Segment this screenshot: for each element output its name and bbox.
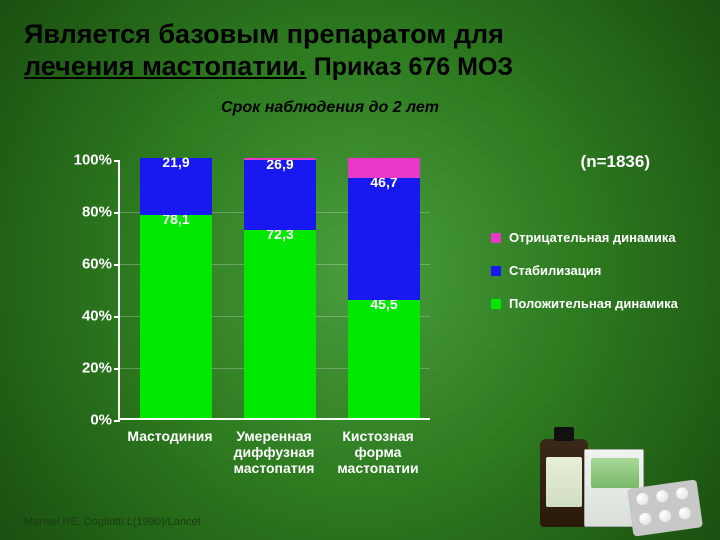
x-tick-label: Мастодиния xyxy=(118,428,222,476)
bar-group: 72,326,9 xyxy=(244,158,316,418)
legend-item: Положительная динамика xyxy=(491,296,696,311)
y-tick-label: 40% xyxy=(82,308,112,325)
bar-segment xyxy=(140,215,212,418)
legend-item: Отрицательная динамика xyxy=(491,230,696,245)
title-line1: Является базовым препаратом для xyxy=(24,19,504,49)
bar-segment xyxy=(244,158,316,160)
bar-segment xyxy=(244,230,316,418)
y-tick-label: 60% xyxy=(82,256,112,273)
y-tick-label: 0% xyxy=(90,412,112,429)
legend-label: Стабилизация xyxy=(509,263,601,278)
title-line2: лечения мастопатии. xyxy=(24,51,306,81)
y-tick-label: 100% xyxy=(74,152,112,169)
bar-value-label: 21,9 xyxy=(162,154,189,170)
legend-label: Отрицательная динамика xyxy=(509,230,676,245)
subtitle: Срок наблюдения до 2 лет xyxy=(0,99,720,117)
bar-group: 45,546,7 xyxy=(348,158,420,418)
y-tick-label: 80% xyxy=(82,204,112,221)
x-tick-label: Кистознаяформамастопатии xyxy=(326,428,430,476)
blister-icon xyxy=(627,479,703,536)
bar-segment xyxy=(348,300,420,418)
bottle-icon xyxy=(540,439,588,527)
citation: Mansel RE, Dogliotti L(1990)/Lancet xyxy=(24,516,201,528)
n-label: (n=1836) xyxy=(581,152,650,172)
x-axis-labels: МастодинияУмереннаядиффузнаямастопатияКи… xyxy=(118,428,430,476)
plot-area: 78,121,9 72,326,9 45,546,7 xyxy=(118,160,430,420)
y-tick-label: 20% xyxy=(82,360,112,377)
title-suffix: Приказ 676 МОЗ xyxy=(314,53,513,81)
legend: Отрицательная динамика Стабилизация Положи… xyxy=(491,230,696,329)
legend-swatch xyxy=(491,299,501,309)
chart: 0%20%40%60%80%100% 78,121,972,326,945,54… xyxy=(60,160,430,420)
legend-label: Положительная динамика xyxy=(509,296,678,311)
product-image xyxy=(530,432,700,532)
legend-swatch xyxy=(491,266,501,276)
bar-group: 78,121,9 xyxy=(140,158,212,418)
x-tick-label: Умереннаядиффузнаямастопатия xyxy=(222,428,326,476)
legend-swatch xyxy=(491,233,501,243)
slide-title: Является базовым препаратом для лечения … xyxy=(0,0,720,91)
bar-segment xyxy=(348,178,420,299)
bar-segment xyxy=(348,158,420,178)
legend-item: Стабилизация xyxy=(491,263,696,278)
y-axis: 0%20%40%60%80%100% xyxy=(60,160,120,420)
